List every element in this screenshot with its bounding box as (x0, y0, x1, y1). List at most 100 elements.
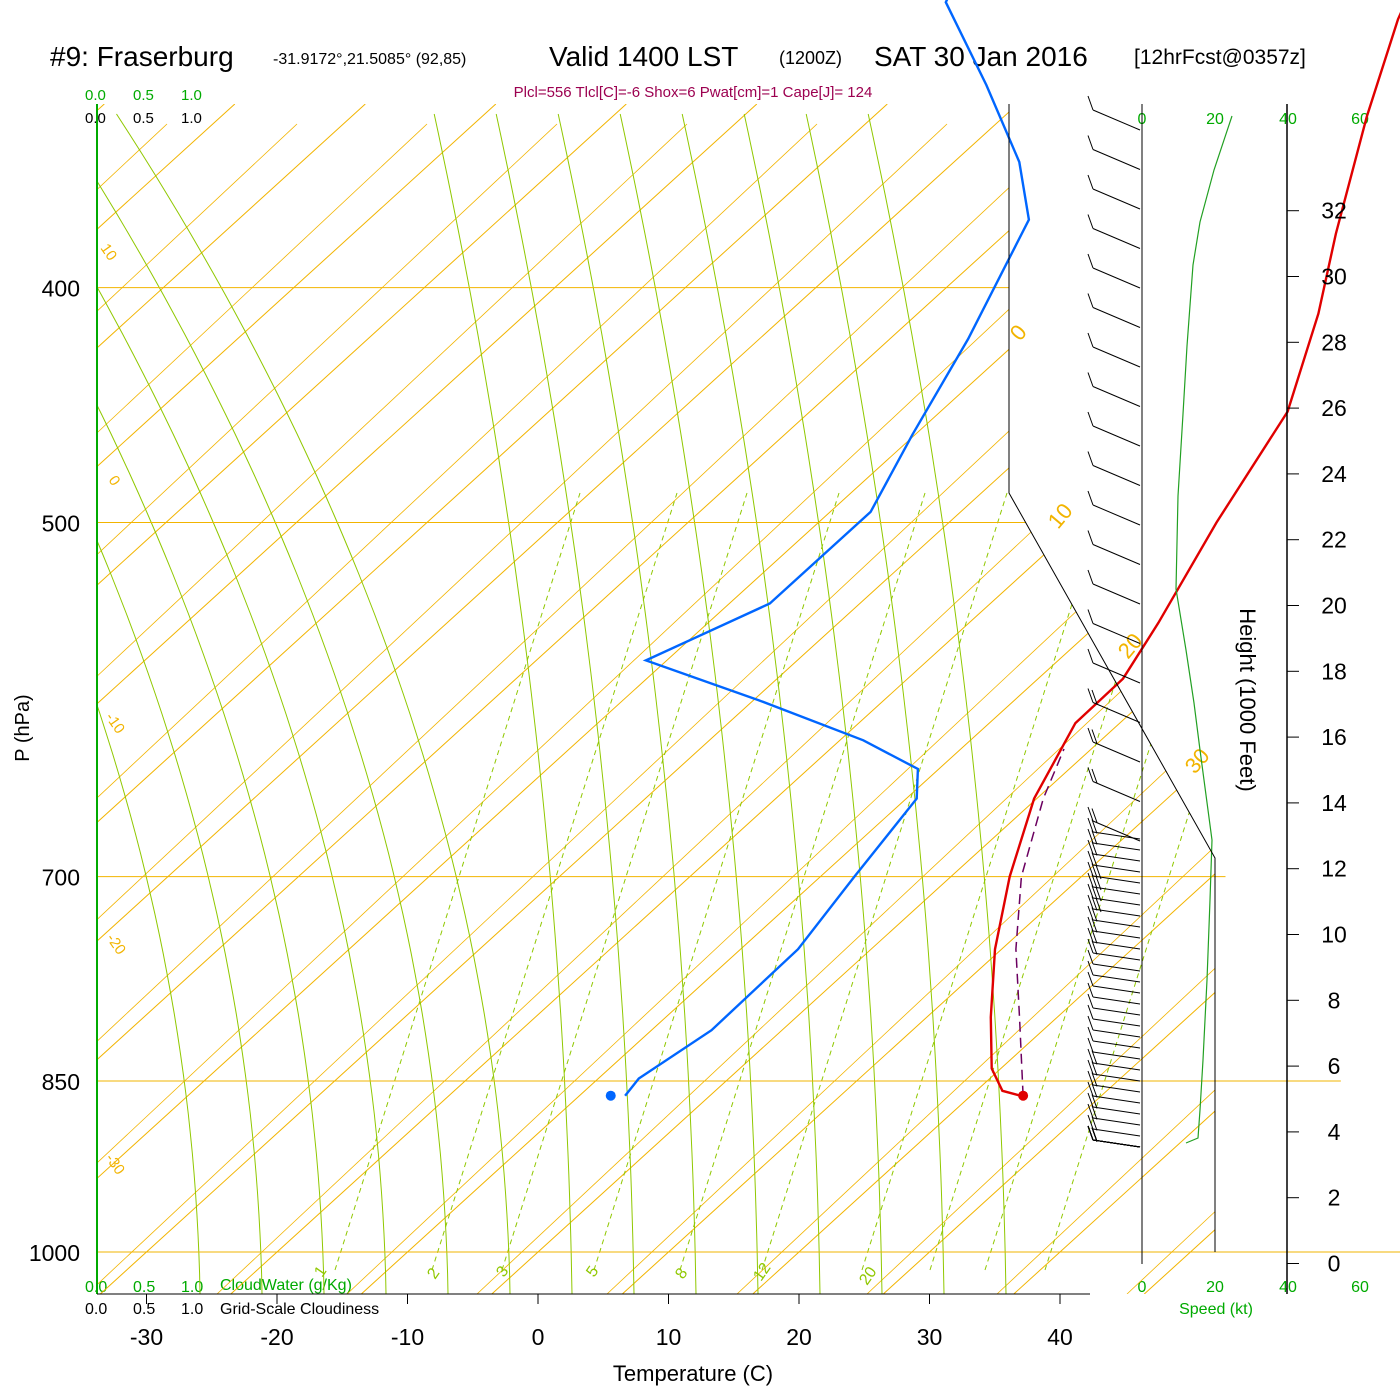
wind-barb-flag (1087, 648, 1094, 664)
height-tick-label: 8 (1328, 987, 1341, 1013)
isotherm-label: 0 (105, 473, 124, 490)
wind-barb-staff (1092, 1117, 1141, 1126)
height-tick-label: 30 (1321, 264, 1347, 290)
mixing-ratio-label: 8 (672, 1265, 691, 1282)
wind-barb-flag (1091, 808, 1098, 823)
cloudwater-tick: 0.0 (85, 87, 106, 104)
speed-tick: 40 (1279, 111, 1297, 128)
isotherm-label: 10 (1043, 498, 1078, 533)
wind-barb-flag (1091, 729, 1098, 744)
height-tick-label: 32 (1321, 198, 1347, 224)
adiabat-line (1387, 124, 1400, 1294)
wind-barb-flag (1087, 688, 1094, 703)
height-tick-label: 12 (1321, 856, 1347, 882)
pressure-tick-label: 700 (42, 865, 80, 891)
x-tick-label: 10 (656, 1324, 682, 1350)
wind-barb-flag (1091, 1061, 1098, 1076)
x-tick-label: 40 (1047, 1324, 1073, 1350)
wind-barb (1087, 214, 1141, 249)
wind-barb-staff (1092, 662, 1141, 684)
wind-barb-flag (1087, 1092, 1094, 1108)
station-title: #9: Fraserburg (50, 41, 234, 72)
wind-barb-staff (1092, 919, 1141, 928)
wind-barb (1087, 927, 1141, 950)
wind-barb (1087, 894, 1141, 917)
valid-date: SAT 30 Jan 2016 (874, 41, 1088, 72)
wind-barb-flag (1087, 1103, 1094, 1119)
wind-barb-staff (1092, 996, 1141, 1005)
wind-barb (1087, 817, 1141, 840)
wind-barb (1087, 971, 1141, 994)
isotherm-line (97, 104, 1215, 1294)
height-tick-label: 22 (1321, 527, 1347, 553)
wind-barb (1087, 372, 1141, 407)
height-tick-label: 2 (1328, 1185, 1341, 1211)
surface-dewpoint-marker (605, 1090, 616, 1101)
wind-barb-flag (1091, 863, 1098, 878)
wind-barb-flag (1087, 905, 1094, 921)
adiabat-line (97, 123, 428, 1294)
wind-barb-flag (1087, 767, 1094, 782)
wind-barb-flag (1091, 885, 1098, 900)
wind-barb (1087, 530, 1141, 565)
wind-barb (1087, 806, 1141, 842)
pressure-tick-label: 850 (42, 1069, 80, 1095)
isotherm-line (882, 104, 1215, 1294)
wind-barb-flag (1087, 293, 1094, 308)
adiabat-line (996, 123, 1215, 1294)
mixing-ratio-line (593, 492, 840, 1271)
wind-barb-staff (1092, 1040, 1141, 1049)
wind-barb (1087, 1059, 1141, 1082)
wind-barb-staff (1092, 864, 1141, 873)
isotherm-line (97, 104, 758, 1294)
height-tick-label: 6 (1328, 1053, 1341, 1079)
mixing-ratio-label: 12 (750, 1260, 774, 1284)
wind-barb-flag (1087, 872, 1094, 888)
mixing-ratio-line (761, 492, 1008, 1271)
wind-barb (1087, 872, 1141, 895)
y-axis-label: P (hPa) (12, 694, 34, 761)
wind-barb-staff (1092, 583, 1141, 605)
wind-barb-flag (1091, 1116, 1098, 1131)
speed-scale-bottom: 0 20 40 60 Speed (kt) (1138, 1279, 1369, 1318)
wind-barb-flag (1087, 372, 1094, 387)
sounding-series (605, 0, 1400, 1101)
isotherm-label: -20 (103, 931, 129, 959)
parcel-line (1015, 748, 1065, 1096)
cloudwater-tick: 1.0 (181, 1279, 203, 1296)
wind-barb-staff (1092, 149, 1141, 170)
moist-adiabat-line (97, 113, 325, 1294)
cloudiness-tick: 0.0 (85, 1301, 107, 1318)
wind-barb-flag (1087, 850, 1094, 866)
wind-barb (1087, 905, 1141, 928)
moist-adiabat-line (867, 113, 1007, 1294)
isotherm-line (97, 104, 497, 1294)
wind-barb-staff (1092, 425, 1141, 447)
station-coords: -31.9172°,21.5085° (92,85) (273, 51, 466, 68)
x-tick-label: 30 (917, 1324, 943, 1350)
wind-barb-staff (1092, 930, 1141, 939)
x-tick-label: -20 (260, 1324, 293, 1350)
wind-barb-staff (1092, 346, 1141, 368)
wind-barb-flag (1087, 451, 1094, 466)
wind-barb-flag (1087, 530, 1094, 545)
wind-barb (1087, 1037, 1141, 1060)
wind-barb (1087, 727, 1141, 763)
moist-adiabat-line (97, 113, 263, 1294)
isotherm-line (621, 104, 1215, 1294)
moist-adiabat-line (557, 113, 697, 1294)
wind-barb-staff (1092, 963, 1141, 972)
wind-barb-flag (1087, 861, 1094, 877)
x-tick-label: -10 (391, 1324, 424, 1350)
wind-barb-flag (1091, 819, 1098, 834)
wind-barb-flag (1087, 806, 1094, 822)
adiabat-line (736, 123, 1215, 1294)
wind-barb (1087, 1048, 1141, 1071)
wind-barb-flag (1087, 883, 1094, 899)
isotherm-line (360, 104, 1215, 1294)
wind-barb (1087, 883, 1141, 906)
moist-adiabat-line (495, 113, 635, 1294)
speed-tick: 0 (1138, 1279, 1147, 1296)
wind-barb-flag (1087, 332, 1094, 348)
cloudiness-tick: 0.5 (133, 110, 154, 127)
